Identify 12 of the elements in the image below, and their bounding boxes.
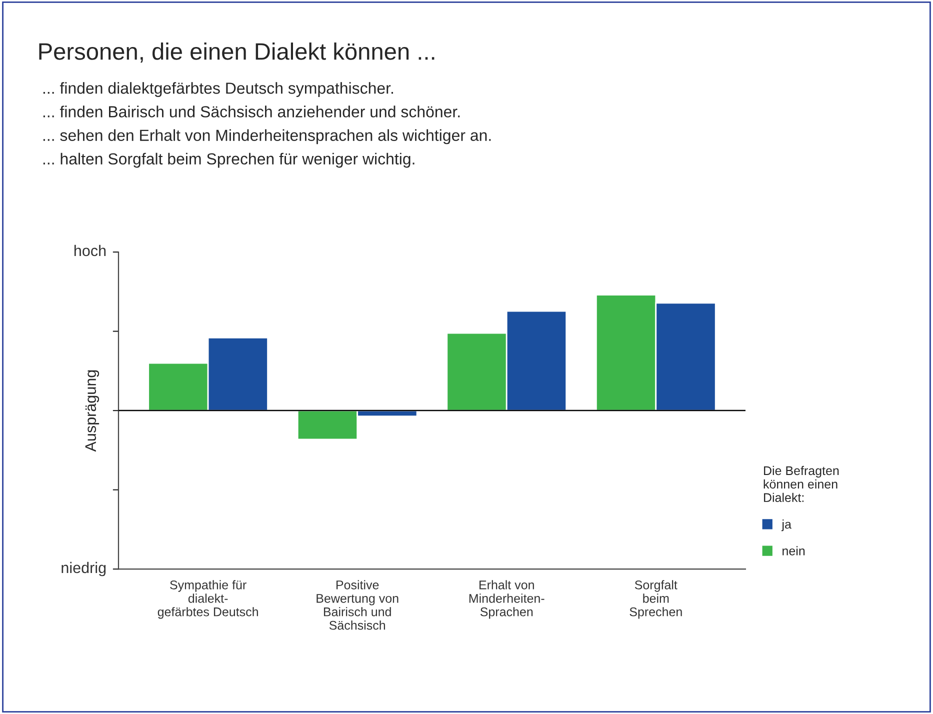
text: niedrig (62, 562, 106, 576)
legend-label: nein (782, 546, 805, 556)
y-axis-title: Ausprägung (85, 370, 100, 452)
text: hoch (74, 244, 106, 256)
legend-label: ja (781, 520, 792, 532)
x-tick-label: Sorgfalt beim Sprechen (630, 580, 682, 619)
x-tick-label: Erhalt von Minderheiten- Sprachen (469, 580, 544, 619)
chart-subtitle: ... finden dialektgefärbtes Deutsch sympathischer. ... finden Bairisch und Sächsisch anziehender und schöner. ... sehen den Erhalt von Minderheitensprachen als wichtiger an. ... halten Sorgfalt beim Sprechen für weniger wichtig. (43, 82, 491, 168)
legend-title: Die Befragten können einen Dialekt: (764, 466, 839, 502)
x-tick-label: Sympathie für dialekt- gefärbtes Deutsch (158, 580, 258, 619)
chart-title: Personen, die einen Dialekt können ... (39, 42, 434, 63)
x-tick-label: Positive Bewertung von Bairisch und Sächsisch (316, 580, 398, 630)
